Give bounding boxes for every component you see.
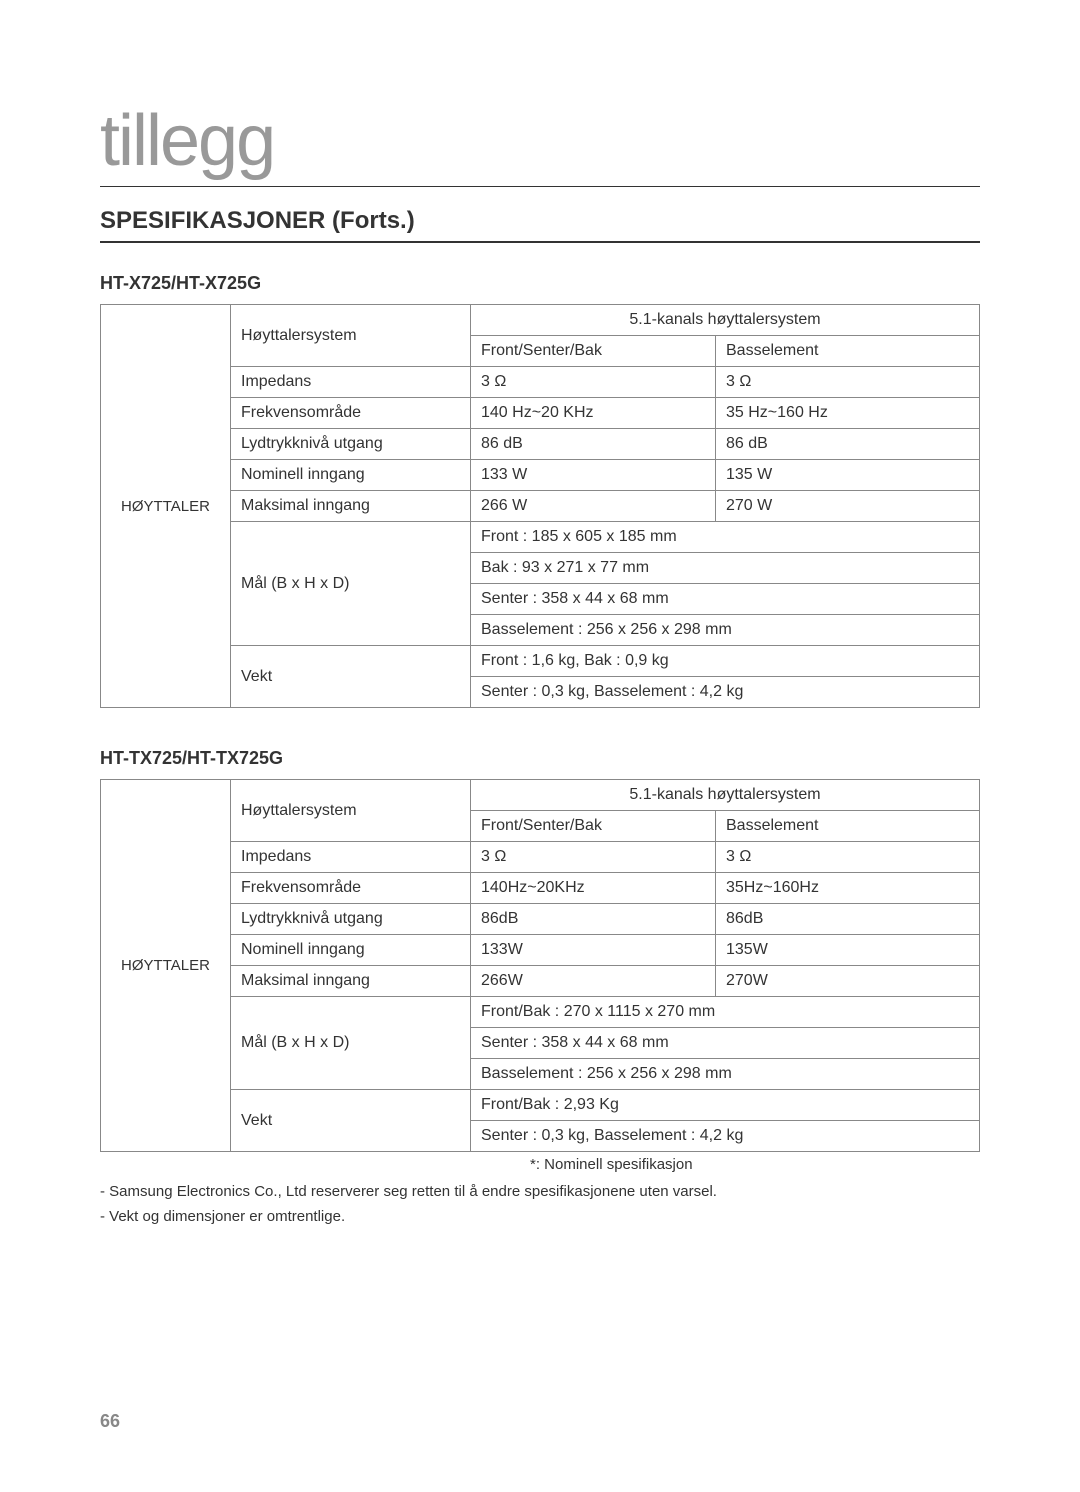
row-label: Impedans: [231, 842, 471, 873]
cell: 270W: [716, 966, 980, 997]
cell: 3 Ω: [716, 842, 980, 873]
row-label: Maksimal inngang: [231, 966, 471, 997]
cell: 3 Ω: [716, 367, 980, 398]
row-label: Frekvensområde: [231, 873, 471, 904]
cell: 266 W: [471, 491, 716, 522]
row-label: Vekt: [231, 1090, 471, 1152]
row-label: Vekt: [231, 646, 471, 708]
cell: Front/Bak : 2,93 Kg: [471, 1090, 980, 1121]
notes: - Samsung Electronics Co., Ltd reservere…: [100, 1183, 980, 1225]
cell: 3 Ω: [471, 842, 716, 873]
note-2: - Vekt og dimensjoner er omtrentlige.: [100, 1208, 980, 1225]
cell: Basselement : 256 x 256 x 298 mm: [471, 615, 980, 646]
cell: 3 Ω: [471, 367, 716, 398]
cell: Senter : 0,3 kg, Basselement : 4,2 kg: [471, 1121, 980, 1152]
section-heading: SPESIFIKASJONER (Forts.): [100, 207, 980, 243]
cell: 270 W: [716, 491, 980, 522]
row-label: Høyttalersystem: [231, 780, 471, 842]
cell: Senter : 0,3 kg, Basselement : 4,2 kg: [471, 677, 980, 708]
row-label: Frekvensområde: [231, 398, 471, 429]
spec-table-2: HØYTTALER Høyttalersystem 5.1-kanals høy…: [100, 779, 980, 1152]
col-bass: Basselement: [716, 811, 980, 842]
cell: 35 Hz~160 Hz: [716, 398, 980, 429]
cell: 86dB: [716, 904, 980, 935]
cell: 86 dB: [716, 429, 980, 460]
row-label: Impedans: [231, 367, 471, 398]
col-bass: Basselement: [716, 336, 980, 367]
system-header: 5.1-kanals høyttalersystem: [471, 305, 980, 336]
cell: Senter : 358 x 44 x 68 mm: [471, 1028, 980, 1059]
cell: 133 W: [471, 460, 716, 491]
cell: 140Hz~20KHz: [471, 873, 716, 904]
note-1: - Samsung Electronics Co., Ltd reservere…: [100, 1183, 980, 1200]
row-label: Lydtrykknivå utgang: [231, 904, 471, 935]
row-label: Mål (B x H x D): [231, 522, 471, 646]
model-heading-1: HT-X725/HT-X725G: [100, 273, 980, 294]
side-label: HØYTTALER: [101, 780, 231, 1152]
row-label: Lydtrykknivå utgang: [231, 429, 471, 460]
footnote: *: Nominell spesifikasjon: [100, 1156, 980, 1173]
cell: 266W: [471, 966, 716, 997]
row-label: Maksimal inngang: [231, 491, 471, 522]
page-number: 66: [100, 1411, 120, 1432]
cell: Senter : 358 x 44 x 68 mm: [471, 584, 980, 615]
row-label: Nominell inngang: [231, 460, 471, 491]
cell: Bak : 93 x 271 x 77 mm: [471, 553, 980, 584]
side-label: HØYTTALER: [101, 305, 231, 708]
row-label: Nominell inngang: [231, 935, 471, 966]
cell: 135W: [716, 935, 980, 966]
cell: 86 dB: [471, 429, 716, 460]
cell: Front : 1,6 kg, Bak : 0,9 kg: [471, 646, 980, 677]
cell: 133W: [471, 935, 716, 966]
system-header: 5.1-kanals høyttalersystem: [471, 780, 980, 811]
page-title: tillegg: [100, 100, 980, 187]
row-label: Høyttalersystem: [231, 305, 471, 367]
col-front: Front/Senter/Bak: [471, 811, 716, 842]
model-heading-2: HT-TX725/HT-TX725G: [100, 748, 980, 769]
cell: 135 W: [716, 460, 980, 491]
cell: Front : 185 x 605 x 185 mm: [471, 522, 980, 553]
cell: 86dB: [471, 904, 716, 935]
cell: Front/Bak : 270 x 1115 x 270 mm: [471, 997, 980, 1028]
col-front: Front/Senter/Bak: [471, 336, 716, 367]
cell: 35Hz~160Hz: [716, 873, 980, 904]
cell: Basselement : 256 x 256 x 298 mm: [471, 1059, 980, 1090]
row-label: Mål (B x H x D): [231, 997, 471, 1090]
spec-table-1: HØYTTALER Høyttalersystem 5.1-kanals høy…: [100, 304, 980, 708]
cell: 140 Hz~20 KHz: [471, 398, 716, 429]
